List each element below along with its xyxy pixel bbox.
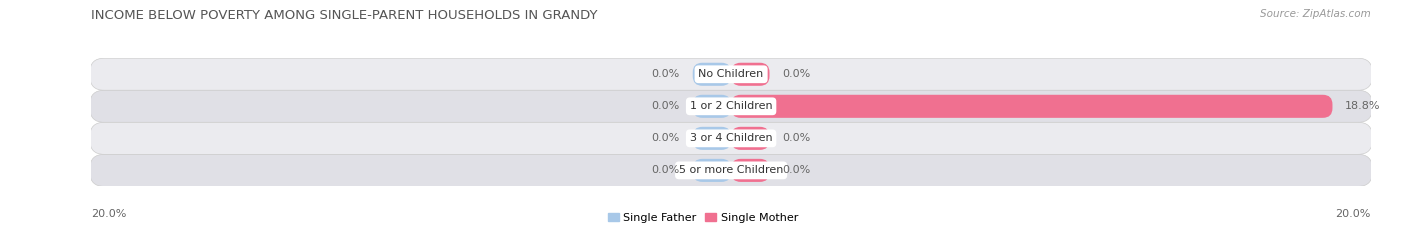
FancyBboxPatch shape bbox=[90, 154, 1372, 186]
Text: 20.0%: 20.0% bbox=[91, 209, 127, 219]
FancyBboxPatch shape bbox=[90, 58, 1372, 90]
FancyBboxPatch shape bbox=[90, 90, 1372, 122]
FancyBboxPatch shape bbox=[731, 95, 1333, 118]
FancyBboxPatch shape bbox=[90, 122, 1372, 154]
Text: 0.0%: 0.0% bbox=[782, 165, 810, 175]
Text: 20.0%: 20.0% bbox=[1336, 209, 1371, 219]
FancyBboxPatch shape bbox=[693, 95, 731, 118]
Text: 1 or 2 Children: 1 or 2 Children bbox=[690, 101, 772, 111]
Text: 0.0%: 0.0% bbox=[782, 133, 810, 143]
Text: INCOME BELOW POVERTY AMONG SINGLE-PARENT HOUSEHOLDS IN GRANDY: INCOME BELOW POVERTY AMONG SINGLE-PARENT… bbox=[91, 9, 598, 22]
Text: 0.0%: 0.0% bbox=[652, 133, 681, 143]
Text: 0.0%: 0.0% bbox=[782, 69, 810, 79]
Text: 0.0%: 0.0% bbox=[652, 165, 681, 175]
FancyBboxPatch shape bbox=[693, 127, 731, 150]
Text: 5 or more Children: 5 or more Children bbox=[679, 165, 783, 175]
Text: 3 or 4 Children: 3 or 4 Children bbox=[690, 133, 772, 143]
Text: No Children: No Children bbox=[699, 69, 763, 79]
FancyBboxPatch shape bbox=[731, 63, 769, 86]
Text: 18.8%: 18.8% bbox=[1346, 101, 1381, 111]
FancyBboxPatch shape bbox=[693, 63, 731, 86]
Text: 0.0%: 0.0% bbox=[652, 101, 681, 111]
FancyBboxPatch shape bbox=[731, 127, 769, 150]
Text: Source: ZipAtlas.com: Source: ZipAtlas.com bbox=[1260, 9, 1371, 19]
FancyBboxPatch shape bbox=[693, 159, 731, 182]
Legend: Single Father, Single Mother: Single Father, Single Mother bbox=[603, 209, 803, 227]
FancyBboxPatch shape bbox=[731, 159, 769, 182]
Text: 0.0%: 0.0% bbox=[652, 69, 681, 79]
